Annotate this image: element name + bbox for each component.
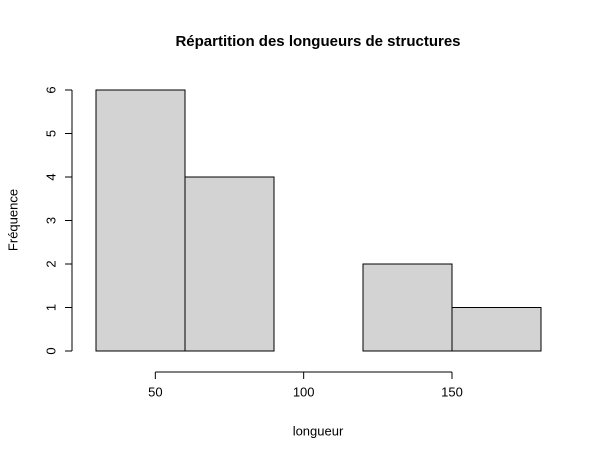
y-tick-label: 4 <box>43 173 58 180</box>
y-tick-label: 2 <box>43 260 58 267</box>
x-tick-label: 50 <box>148 384 162 399</box>
bar <box>451 307 542 352</box>
y-tick-label: 5 <box>43 130 58 137</box>
x-tick-label: 100 <box>293 384 315 399</box>
y-tick-label: 3 <box>43 217 58 224</box>
bar <box>362 263 453 352</box>
y-tick-label: 0 <box>43 347 58 354</box>
y-tick-label: 1 <box>43 304 58 311</box>
bar <box>184 176 275 352</box>
x-axis-label: longueur <box>293 423 344 438</box>
y-axis-label: Fréquence <box>5 189 20 251</box>
x-tick-label: 150 <box>441 384 463 399</box>
chart-title: Répartition des longueurs de structures <box>175 33 460 50</box>
y-tick-label: 6 <box>43 86 58 93</box>
bar <box>95 89 186 352</box>
